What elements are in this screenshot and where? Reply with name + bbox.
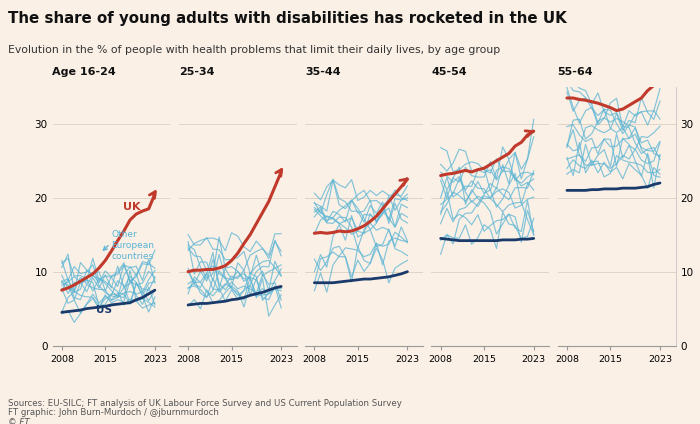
Text: 45-54: 45-54 — [431, 67, 467, 77]
Text: 25-34: 25-34 — [178, 67, 214, 77]
Text: The share of young adults with disabilities has rocketed in the UK: The share of young adults with disabilit… — [8, 11, 567, 25]
Text: US: US — [96, 305, 112, 315]
Text: 55-64: 55-64 — [558, 67, 593, 77]
Text: Other
European
countries: Other European countries — [111, 230, 155, 262]
Text: © FT: © FT — [8, 418, 30, 424]
Text: Evolution in the % of people with health problems that limit their daily lives, : Evolution in the % of people with health… — [8, 45, 500, 55]
Text: UK: UK — [122, 202, 140, 212]
Text: FT graphic: John Burn-Murdoch / @jburnmurdoch: FT graphic: John Burn-Murdoch / @jburnmu… — [8, 408, 219, 417]
Text: 35-44: 35-44 — [305, 67, 341, 77]
Text: Sources: EU-SILC; FT analysis of UK Labour Force Survey and US Current Populatio: Sources: EU-SILC; FT analysis of UK Labo… — [8, 399, 402, 407]
Text: Age 16-24: Age 16-24 — [52, 67, 116, 77]
